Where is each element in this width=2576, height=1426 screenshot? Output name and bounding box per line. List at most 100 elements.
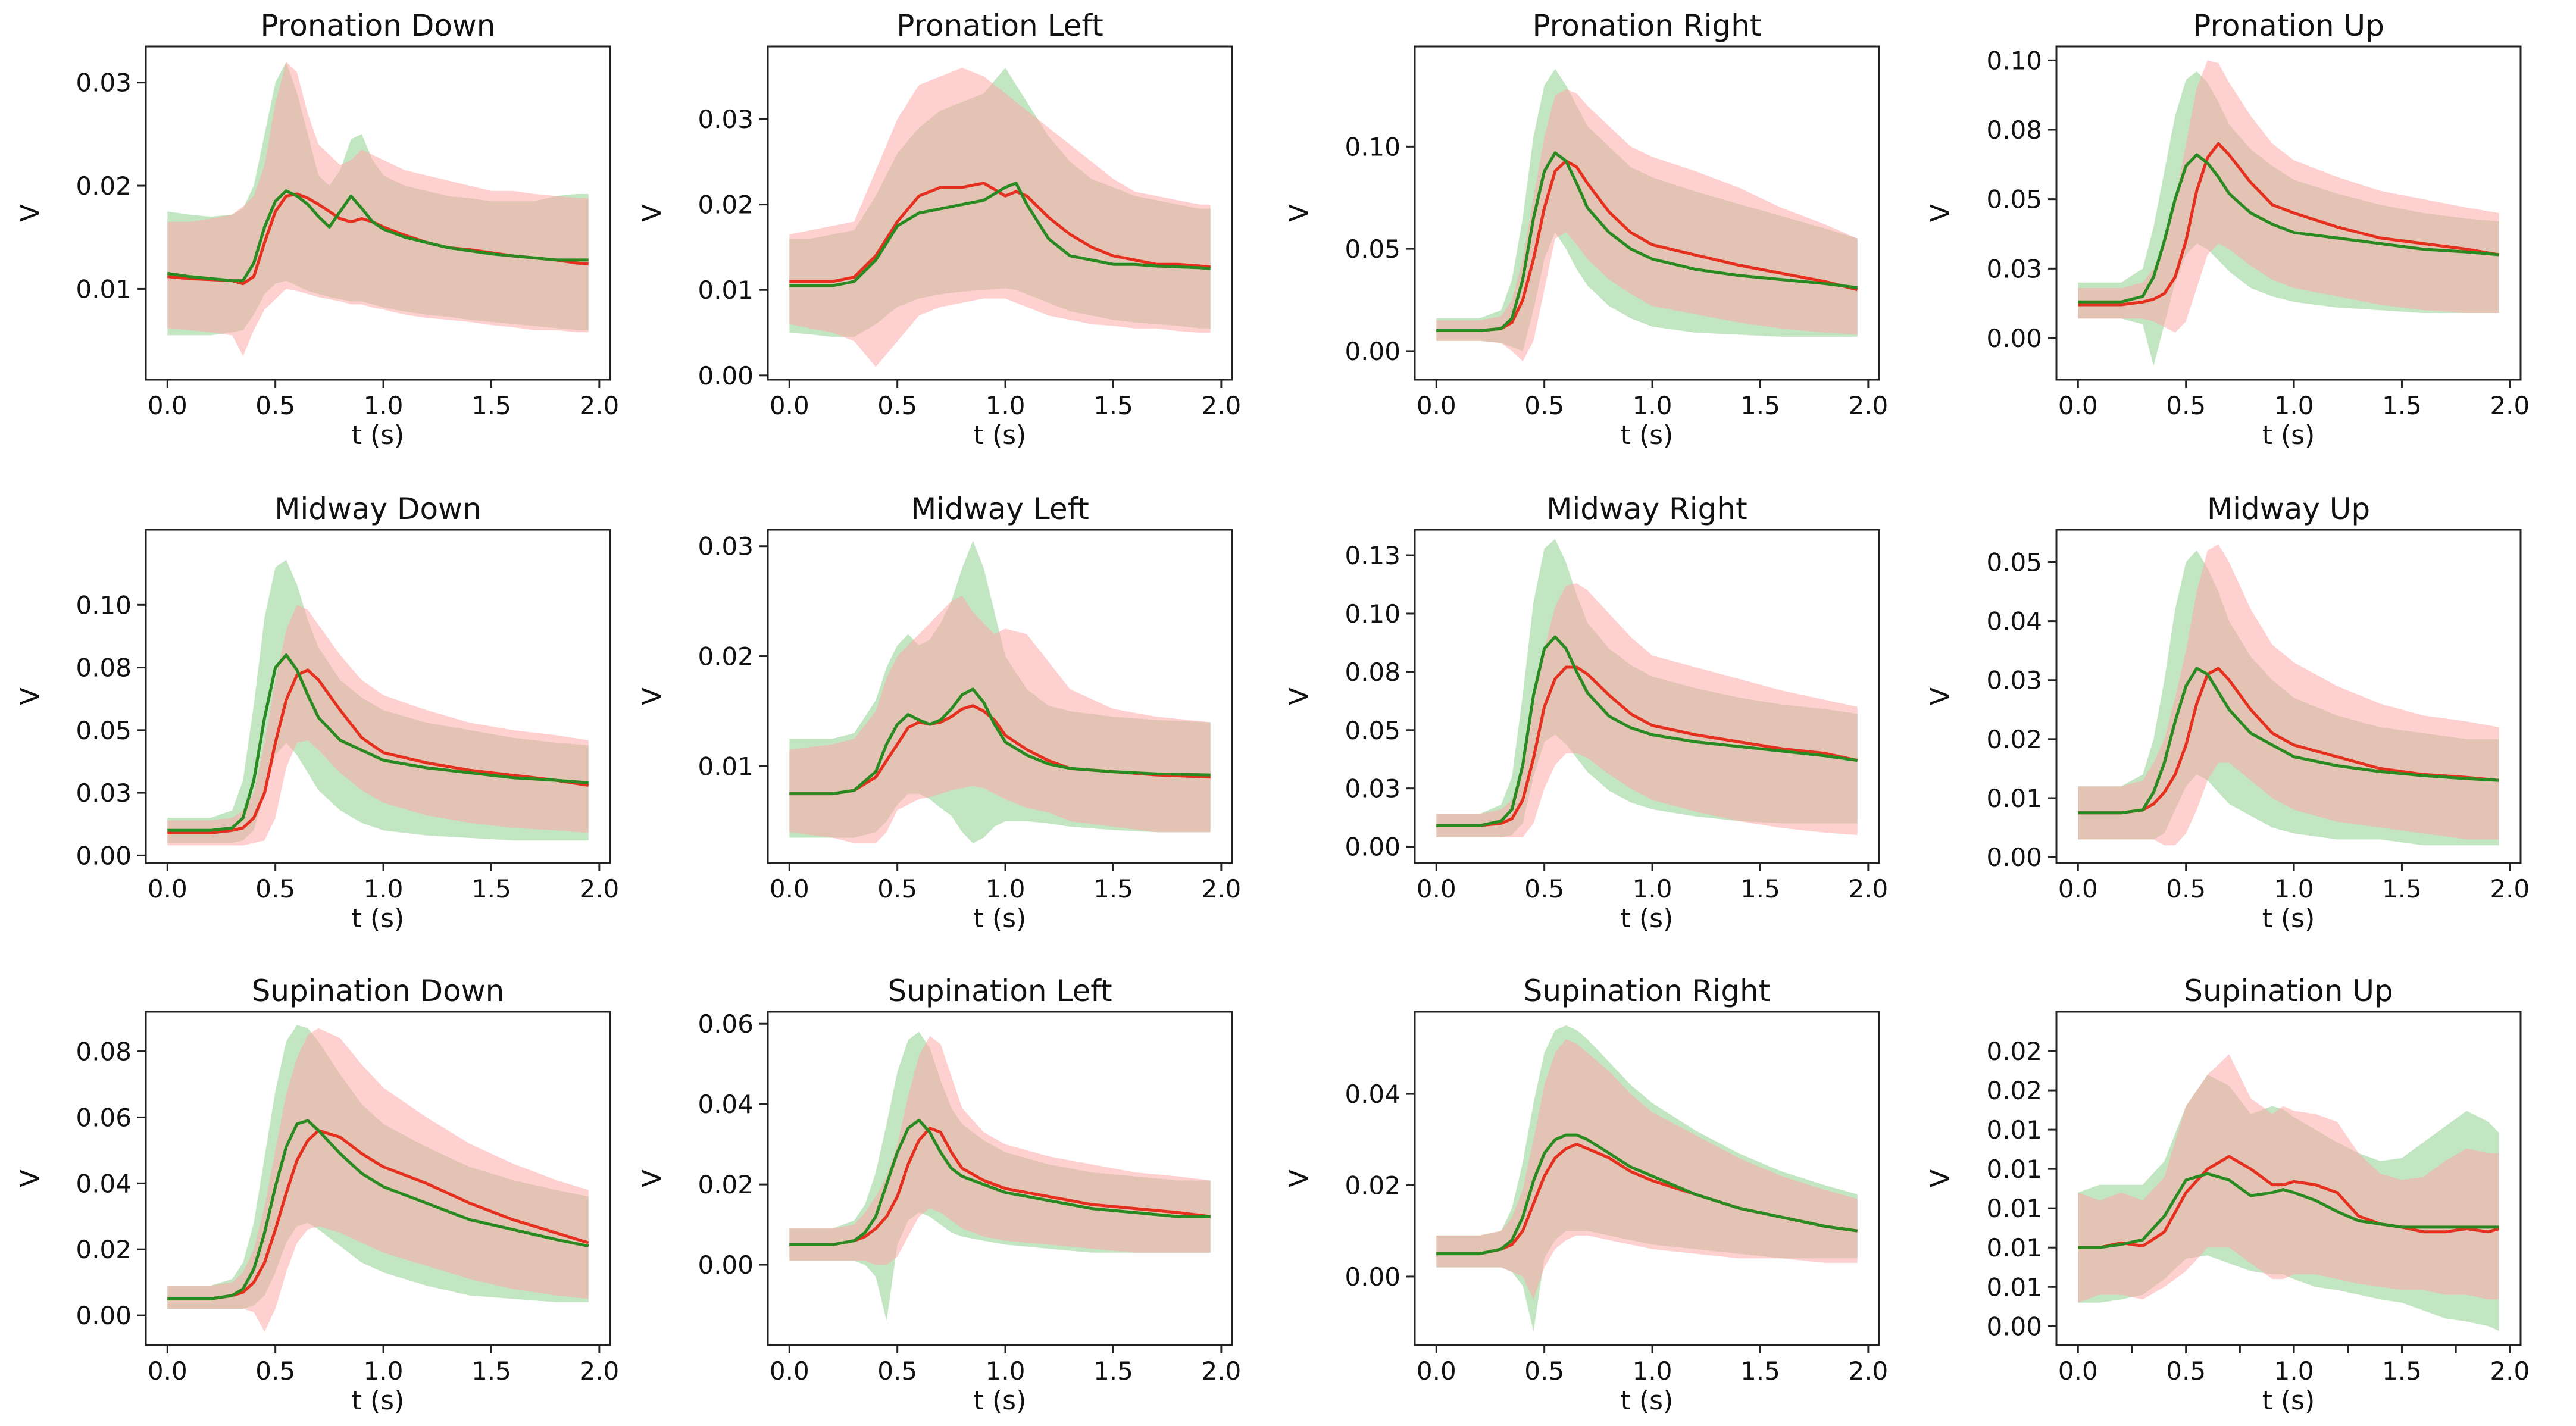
x-axis-label: t (s) [352,420,405,451]
x-tick-label: 1.5 [1093,874,1133,903]
y-tick-label: 0.00 [76,1301,132,1330]
y-axis-label: V [1925,1169,1956,1187]
x-tick-label: 1.5 [1740,1356,1780,1386]
subplot: 0.0 0.5 1.0 1.5 2.0 0.00 0.01 0.01 0.01 0.01 0.01 0… [1925,974,2530,1416]
x-tick-label: 0.0 [770,391,809,420]
x-tick-label: 1.5 [2382,874,2422,903]
mean-line-green [789,182,1211,287]
confidence-band-red [167,62,589,356]
mean-line-red [167,1129,589,1300]
y-tick-label: 0.08 [1986,115,2042,145]
y-tick-label: 0.10 [1345,132,1400,161]
x-tick-label: 1.0 [2274,391,2314,420]
y-axis-label: V [637,687,667,705]
x-tick-label: 0.5 [2166,391,2206,420]
plot-area [1436,539,1858,837]
subplot-title: Supination Up [2184,974,2393,1008]
mean-line-red [2078,142,2500,307]
x-tick-label: 2.0 [1848,874,1888,903]
axes-frame [767,45,1233,381]
y-tick-label: 0.02 [698,1170,754,1199]
plot-area [1436,1025,1858,1331]
x-tick-label: 0.0 [770,874,809,903]
y-tick-label: 0.01 [1986,1194,2042,1223]
y-tick-label: 0.04 [1986,607,2042,636]
mean-line-green [2078,1172,2499,1249]
subplot: 0.0 0.5 1.0 1.5 2.0 0.00 0.03 0.05 0.08 0.10 Prona… [1925,8,2530,451]
plot-area [1436,68,1858,362]
x-tick-label: 0.5 [2166,874,2206,903]
x-tick-label: 1.5 [2382,1356,2422,1386]
x-tick-label: 2.0 [1201,1356,1241,1386]
x-axis-label: t (s) [1621,420,1674,451]
x-tick-label: 0.0 [770,1356,809,1386]
x-tick-label: 0.5 [877,874,917,903]
x-tick-label: 1.5 [471,391,511,420]
y-tick-label: 0.06 [698,1009,754,1039]
confidence-band-red [789,1036,1211,1265]
subplot-title: Pronation Down [261,8,496,43]
x-tick-label: 1.5 [471,874,511,903]
axes-frame [2055,529,2522,864]
x-axis-label: t (s) [1621,1386,1674,1416]
x-tick-label: 0.0 [2058,391,2098,420]
x-tick-label: 0.5 [2166,1356,2206,1386]
subplot-title: Pronation Right [1533,8,1762,43]
y-axis-label: V [1925,687,1956,705]
confidence-band-red [789,67,1211,367]
mean-line-red [789,704,1211,796]
subplot: 0.0 0.5 1.0 1.5 2.0 0.00 0.02 0.04 Supination Ri… [1284,974,1888,1416]
x-tick-label: 1.0 [364,874,404,903]
x-tick-label: 2.0 [1201,391,1241,420]
subplot: 0.0 0.5 1.0 1.5 2.0 0.01 0.02 0.03 Pronation Dow… [15,8,619,451]
subplot: 0.0 0.5 1.0 1.5 2.0 0.00 0.02 0.04 0.06 Supinatio… [637,974,1241,1416]
x-axis-label: t (s) [352,1386,405,1416]
y-tick-label: 0.08 [76,653,132,683]
y-tick-label: 0.04 [698,1090,754,1119]
x-tick-label: 0.5 [1524,874,1564,903]
mean-line-red [1436,665,1858,827]
y-tick-label: 0.02 [76,171,132,201]
x-tick-label: 2.0 [1848,1356,1888,1386]
y-tick-label: 0.04 [76,1169,132,1198]
x-tick-label: 0.0 [1417,874,1456,903]
confidence-band-red [167,605,589,846]
x-tick-label: 0.5 [877,391,917,420]
y-tick-label: 0.04 [1345,1080,1400,1109]
y-tick-label: 0.05 [1345,234,1400,264]
plot-area [2078,544,2499,846]
confidence-band-red [1436,89,1858,362]
x-tick-label: 1.5 [1093,1356,1133,1386]
subplot: 0.0 0.5 1.0 1.5 2.0 0.00 0.01 0.02 0.03 0.04 0.05 M… [1925,492,2530,934]
subplot: 0.0 0.5 1.0 1.5 2.0 0.00 0.05 0.10 Pronation Rig… [1284,8,1888,451]
x-tick-label: 0.0 [2058,1356,2098,1386]
y-tick-label: 0.03 [76,68,132,98]
y-tick-label: 0.00 [1986,1312,2042,1341]
mean-line-green [2078,667,2499,815]
y-tick-label: 0.00 [698,1250,754,1280]
subplot-title: Pronation Left [896,8,1103,43]
axes-frame [767,529,1233,864]
x-tick-label: 0.5 [255,391,295,420]
y-tick-label: 0.02 [1986,725,2042,754]
subplot: 0.0 0.5 1.0 1.5 2.0 0.00 0.02 0.04 0.06 0.08 Supin… [15,974,619,1416]
y-tick-label: 0.02 [698,190,754,220]
plot-area [789,67,1211,367]
subplot: 0.0 0.5 1.0 1.5 2.0 0.00 0.03 0.05 0.08 0.10 Midwa… [15,492,619,934]
subplot-title: Supination Right [1524,974,1771,1008]
subplot-title: Midway Up [2207,492,2370,526]
y-tick-label: 0.05 [1345,716,1400,745]
x-axis-label: t (s) [2262,903,2315,934]
x-tick-label: 2.0 [579,874,619,903]
x-tick-label: 1.5 [1093,391,1133,420]
y-tick-label: 0.10 [1345,599,1400,628]
x-axis-label: t (s) [974,1386,1027,1416]
x-tick-label: 1.0 [986,1356,1026,1386]
y-axis-label: V [15,687,45,705]
y-axis-label: V [1284,1169,1314,1187]
mean-line-red [2078,667,2499,815]
x-axis-label: t (s) [1621,903,1674,934]
axes-frame [2055,1011,2522,1346]
x-tick-label: 0.5 [1524,1356,1564,1386]
